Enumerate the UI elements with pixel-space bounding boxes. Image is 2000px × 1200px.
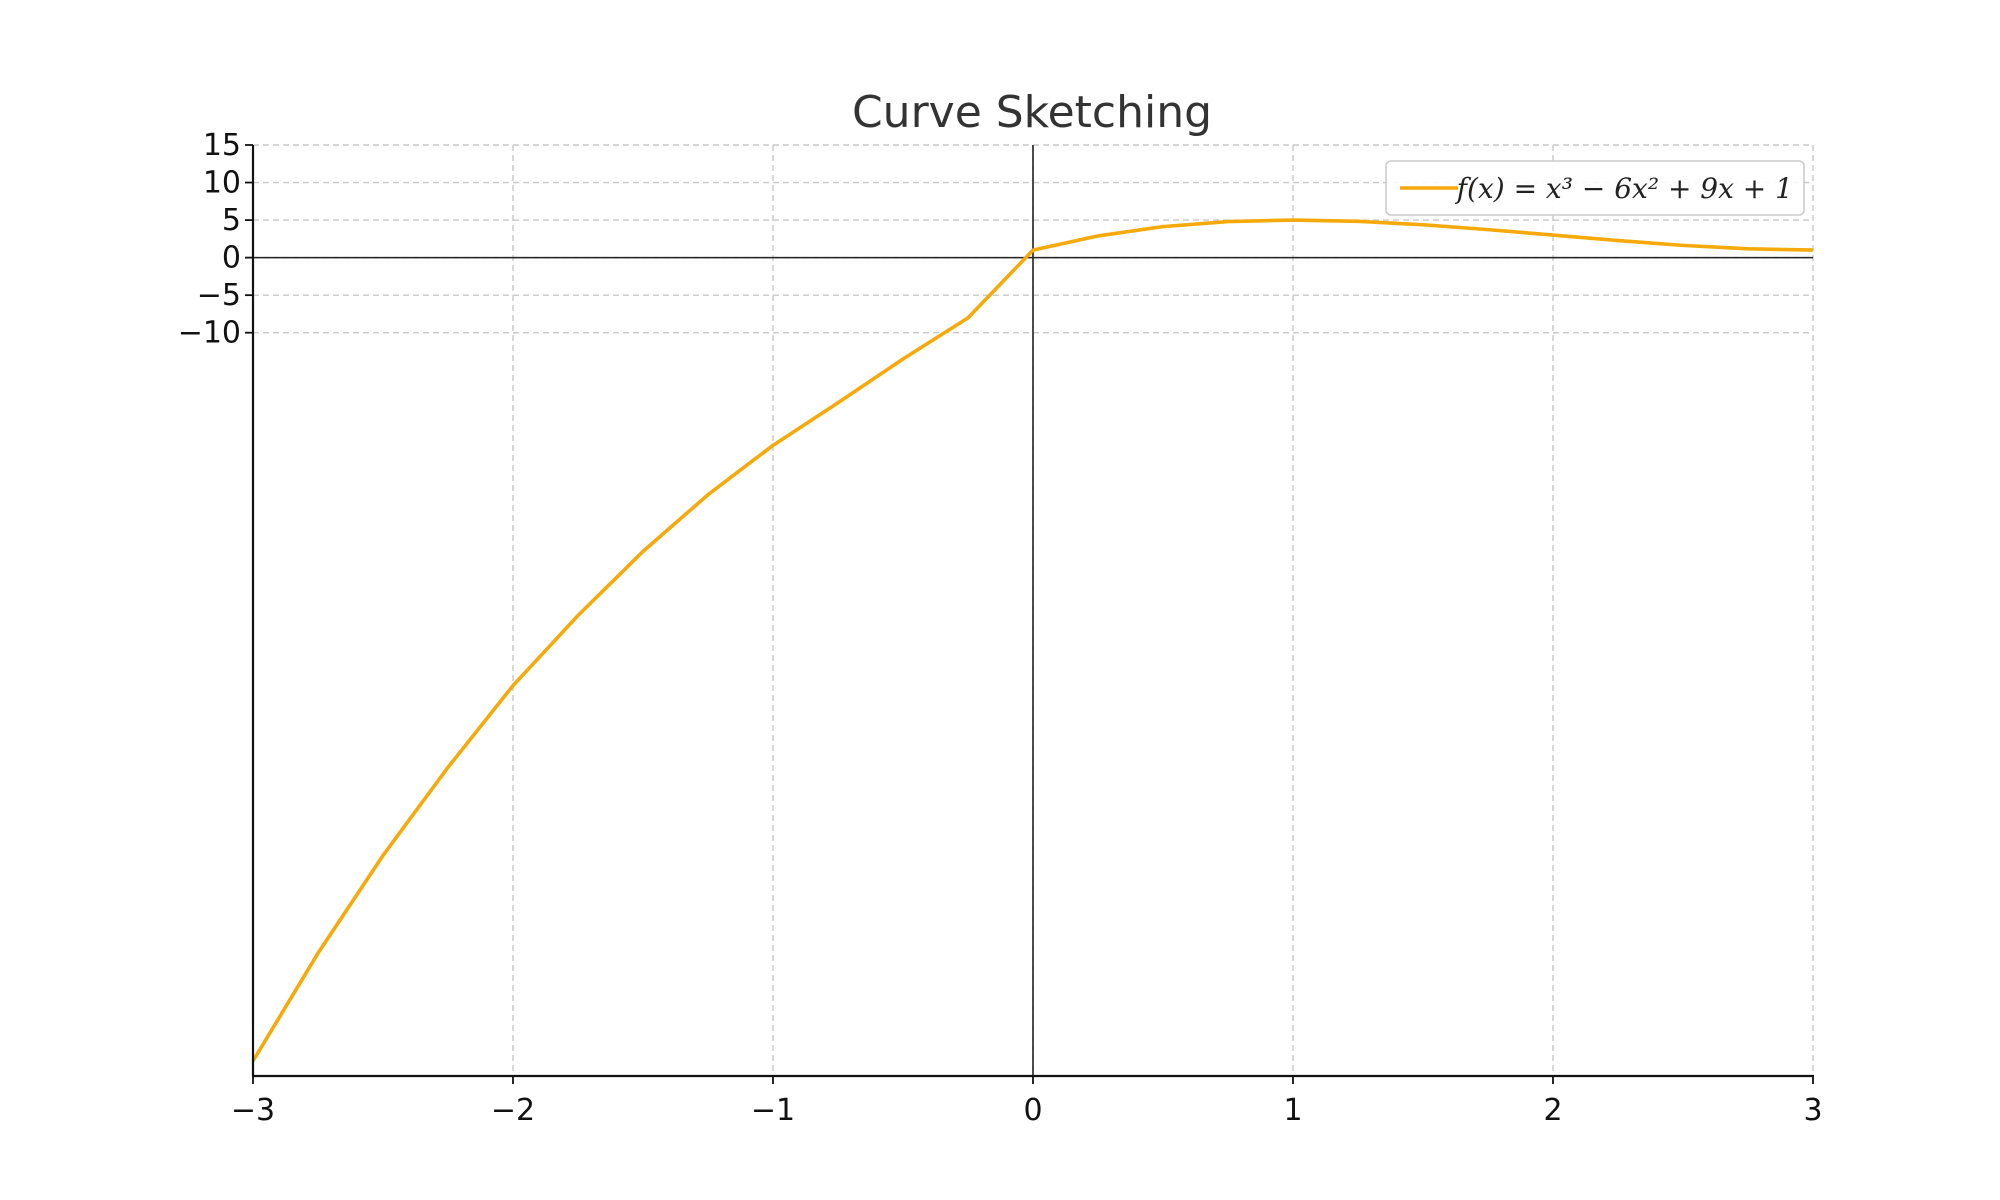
y-tick-label: 0	[222, 241, 241, 276]
series-layer	[251, 218, 1814, 1062]
x-tick-label: 2	[1543, 1093, 1562, 1128]
x-tick-label: 0	[1023, 1093, 1042, 1128]
y-tick-label: 15	[203, 128, 241, 163]
x-tick-label: −3	[231, 1093, 275, 1128]
y-tick-label: 5	[222, 203, 241, 238]
y-tick-label: −5	[197, 278, 241, 313]
x-tick-label: 3	[1803, 1093, 1822, 1128]
x-tick-label: −1	[751, 1093, 795, 1128]
legend: f(x) = x³ − 6x² + 9x + 1	[1385, 160, 1805, 216]
x-tick-label: −2	[491, 1093, 535, 1128]
zero-axis-lines	[253, 145, 1813, 1076]
x-tick-label: 1	[1283, 1093, 1302, 1128]
y-tick-label: −10	[178, 316, 241, 351]
chart-title: Curve Sketching	[852, 87, 1212, 138]
series-line	[251, 218, 1814, 1062]
legend-label: f(x) = x³ − 6x² + 9x + 1	[1455, 172, 1793, 205]
legend-box	[1385, 160, 1805, 216]
y-tick-label: 10	[203, 166, 241, 201]
